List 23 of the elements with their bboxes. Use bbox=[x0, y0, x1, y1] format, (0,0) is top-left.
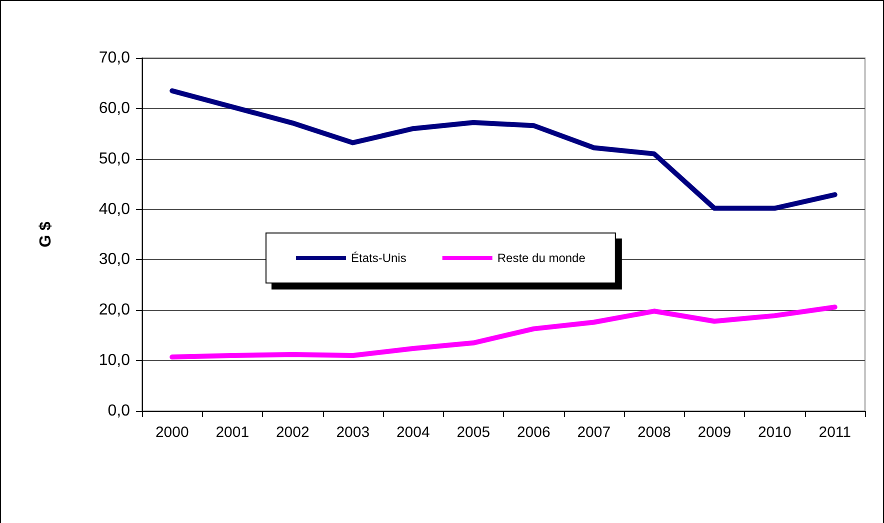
legend-label: Reste du monde bbox=[497, 251, 586, 265]
y-axis-title: G $ bbox=[38, 222, 54, 248]
legend-label: États-Unis bbox=[351, 251, 406, 265]
y-tick-label: 0,0 bbox=[108, 402, 130, 420]
y-tick-label: 70,0 bbox=[98, 50, 130, 66]
y-tick-label: 20,0 bbox=[98, 302, 130, 319]
x-tick-label: 2004 bbox=[396, 424, 430, 441]
x-tick-label: 2003 bbox=[336, 424, 370, 441]
x-tick-label: 2006 bbox=[516, 424, 550, 441]
x-tick-label: 2011 bbox=[818, 424, 852, 441]
y-tick-label: 30,0 bbox=[98, 251, 130, 268]
x-tick-label: 2002 bbox=[276, 424, 310, 441]
x-tick-label: 2000 bbox=[155, 424, 189, 441]
x-tick-label: 2001 bbox=[216, 424, 250, 441]
x-tick-label: 2008 bbox=[637, 424, 671, 441]
x-tick-label: 2005 bbox=[456, 424, 490, 441]
y-tick-label: 10,0 bbox=[98, 352, 130, 370]
y-tick-label: 60,0 bbox=[98, 100, 130, 117]
x-tick-label: 2007 bbox=[577, 424, 611, 441]
x-tick-label: 2009 bbox=[698, 424, 732, 441]
y-tick-label: 50,0 bbox=[98, 150, 130, 168]
y-tick-label: 40,0 bbox=[98, 200, 130, 218]
x-tick-label: 2010 bbox=[758, 424, 792, 441]
